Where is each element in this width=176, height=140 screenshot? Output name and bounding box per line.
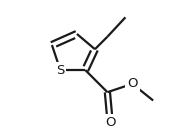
Text: S: S: [56, 64, 64, 76]
Text: O: O: [105, 116, 115, 129]
Text: O: O: [127, 77, 138, 90]
